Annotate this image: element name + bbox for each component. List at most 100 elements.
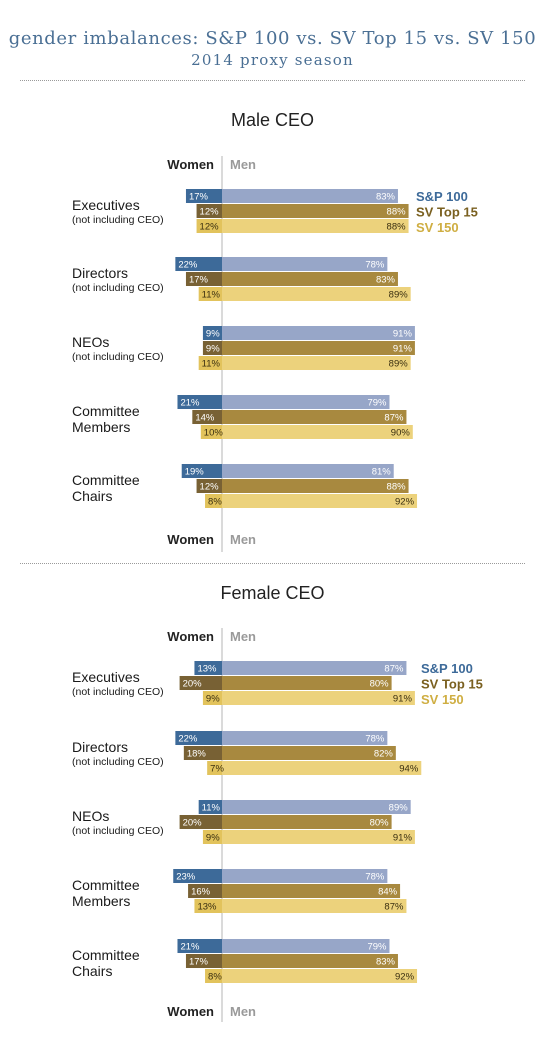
women-value-label: 11% (202, 290, 221, 301)
category-sublabel: (not including CEO) (72, 351, 164, 363)
men-value-label: 94% (399, 764, 419, 775)
women-bar (177, 939, 222, 953)
panel-title-female-ceo: Female CEO (220, 583, 325, 603)
men-bar (222, 746, 396, 760)
men-bar (222, 761, 422, 775)
men-value-label: 82% (374, 749, 394, 760)
women-value-label: 22% (178, 260, 198, 271)
category-sublabel: Members (72, 419, 130, 435)
women-bar (198, 287, 222, 301)
women-value-label: 23% (176, 872, 196, 883)
women-header-label: Women (167, 629, 214, 644)
men-bar (222, 869, 388, 883)
women-value-label: 20% (183, 679, 203, 690)
men-value-label: 87% (384, 664, 404, 675)
women-bar (181, 464, 222, 478)
men-bar (222, 691, 415, 705)
category-sublabel: (not including CEO) (72, 214, 164, 226)
women-value-label: 16% (191, 887, 211, 898)
men-value-label: 84% (378, 887, 398, 898)
women-bar (205, 969, 222, 983)
men-footer-label: Men (230, 532, 256, 547)
men-value-label: 78% (365, 872, 385, 883)
women-bar (202, 326, 222, 340)
men-bar (222, 731, 388, 745)
women-footer-label: Women (167, 532, 214, 547)
men-bar (222, 494, 418, 508)
women-value-label: 11% (202, 803, 221, 814)
women-bar (192, 410, 222, 424)
category-label: Executives (72, 669, 140, 685)
women-value-label: 22% (178, 734, 198, 745)
legend-entry: S&P 100 (416, 189, 468, 204)
women-bar (207, 761, 222, 775)
men-bar (222, 204, 409, 218)
men-value-label: 92% (395, 497, 415, 508)
women-bar (202, 830, 222, 844)
legend-entry: SV Top 15 (416, 205, 478, 220)
women-bar (198, 356, 222, 370)
women-value-label: 18% (187, 749, 207, 760)
men-value-label: 88% (387, 222, 407, 233)
men-bar (222, 815, 392, 829)
category-sublabel: (not including CEO) (72, 686, 164, 698)
category-sublabel: (not including CEO) (72, 282, 164, 294)
men-header-label: Men (230, 157, 256, 172)
men-value-label: 91% (393, 329, 413, 340)
women-bar (175, 257, 222, 271)
women-value-label: 12% (200, 207, 220, 218)
men-value-label: 79% (367, 398, 387, 409)
category-sublabel: (not including CEO) (72, 825, 164, 837)
men-value-label: 80% (370, 818, 390, 829)
women-value-label: 19% (185, 467, 205, 478)
women-bar (200, 425, 222, 439)
women-bar (175, 731, 222, 745)
women-value-label: 21% (180, 398, 200, 409)
men-value-label: 90% (391, 428, 411, 439)
women-bar (185, 189, 222, 203)
women-bar (173, 869, 222, 883)
men-bar (222, 954, 398, 968)
men-bar (222, 425, 413, 439)
chart-title: gender imbalances: S&P 100 vs. SV Top 15… (8, 28, 537, 49)
men-value-label: 88% (387, 207, 407, 218)
men-bar (222, 356, 411, 370)
women-bar (196, 219, 222, 233)
legend-entry: SV Top 15 (421, 677, 483, 692)
women-bar (198, 800, 222, 814)
men-bar (222, 287, 411, 301)
women-bar (185, 954, 222, 968)
category-sublabel: Chairs (72, 488, 112, 504)
category-label: Committee (72, 877, 140, 893)
women-value-label: 8% (208, 497, 222, 508)
men-value-label: 81% (372, 467, 392, 478)
category-sublabel: Chairs (72, 963, 112, 979)
women-bar (185, 272, 222, 286)
men-value-label: 87% (384, 902, 404, 913)
women-value-label: 12% (200, 222, 220, 233)
men-bar (222, 661, 407, 675)
men-value-label: 91% (393, 694, 413, 705)
women-header-label: Women (167, 157, 214, 172)
legend-entry: SV 150 (421, 692, 464, 707)
men-bar (222, 219, 409, 233)
men-value-label: 91% (393, 833, 413, 844)
men-footer-label: Men (230, 1004, 256, 1019)
women-value-label: 14% (195, 413, 215, 424)
men-header-label: Men (230, 629, 256, 644)
women-bar (194, 661, 222, 675)
men-bar (222, 899, 407, 913)
top-divider (20, 80, 525, 81)
men-bar (222, 272, 398, 286)
women-bar (202, 341, 222, 355)
men-value-label: 83% (376, 957, 396, 968)
women-value-label: 13% (197, 902, 217, 913)
women-bar (202, 691, 222, 705)
women-bar (177, 395, 222, 409)
men-bar (222, 410, 407, 424)
men-bar (222, 800, 411, 814)
men-value-label: 80% (370, 679, 390, 690)
women-value-label: 17% (189, 192, 209, 203)
legend-entry: SV 150 (416, 220, 459, 235)
